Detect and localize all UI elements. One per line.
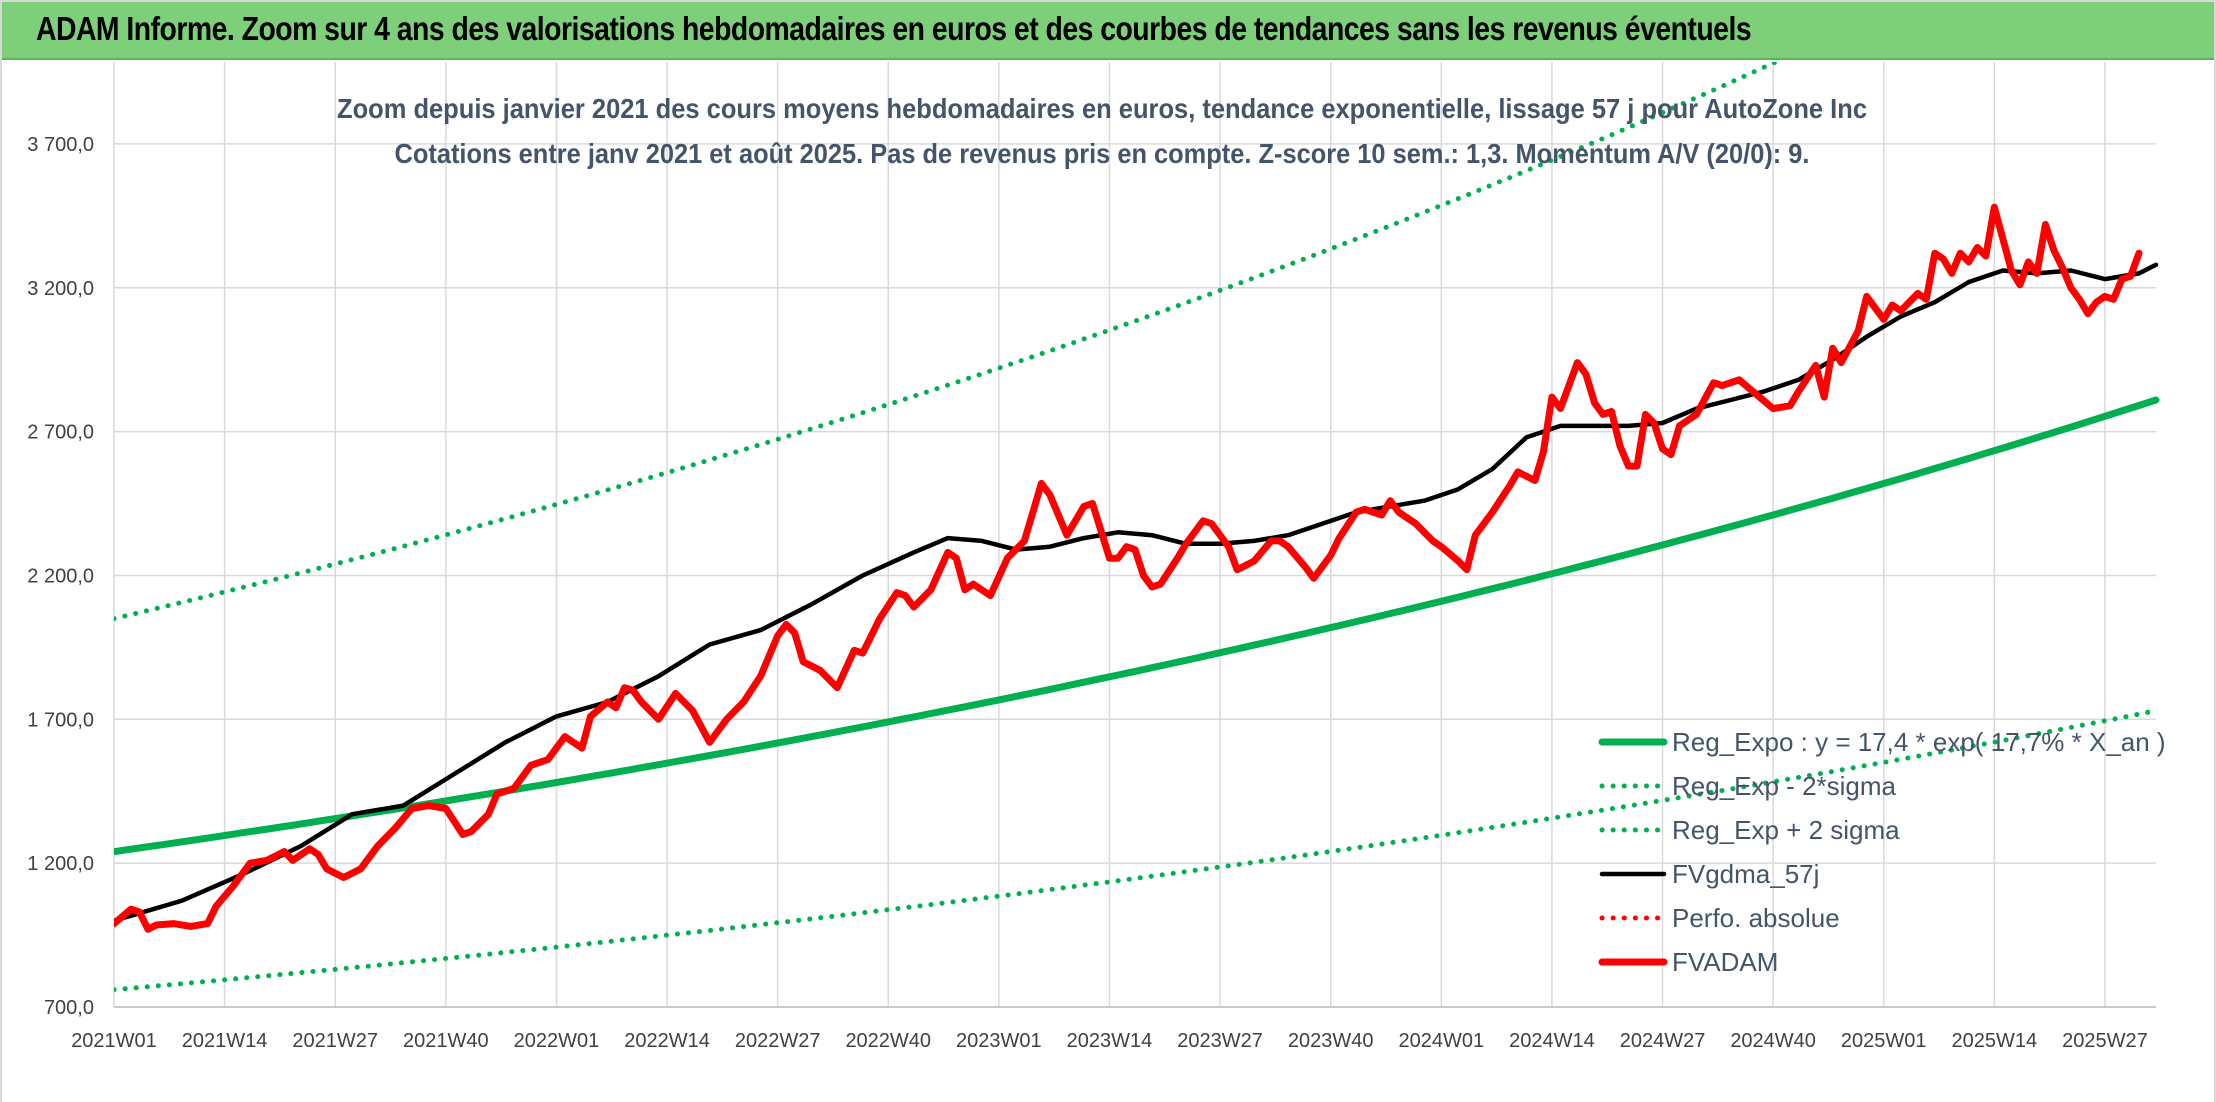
legend-label: Reg_Expo : y = 17,4 * exp( 17,7% * X_an … — [1672, 727, 2166, 757]
x-tick-label: 2022W40 — [845, 1030, 931, 1052]
legend-label: Reg_Exp - 2*sigma — [1672, 771, 1897, 801]
chart-title-line-1: Zoom depuis janvier 2021 des cours moyen… — [337, 93, 1867, 124]
x-tick-label: 2022W27 — [735, 1030, 821, 1052]
report-banner: ADAM Informe. Zoom sur 4 ans des valoris… — [2, 2, 2214, 60]
series-reg-expo-line — [114, 396, 2160, 856]
x-tick-label: 2025W27 — [2062, 1030, 2148, 1052]
chart-title-line-2: Cotations entre janv 2021 et août 2025. … — [395, 138, 1810, 169]
y-tick-label: 1 700,0 — [27, 709, 94, 731]
legend-label: FVADAM — [1672, 947, 1778, 977]
x-axis: 2021W01 2021W14 2021W27 2021W40 2022W01 2022W… — [71, 1006, 2156, 1052]
x-tick-label: 2025W01 — [1841, 1030, 1927, 1052]
y-tick-label: 700,0 — [44, 997, 94, 1019]
x-tick-label: 2023W40 — [1288, 1030, 1374, 1052]
x-tick-label: 2022W01 — [514, 1030, 600, 1052]
x-tick-label: 2023W14 — [1067, 1030, 1153, 1052]
legend-label: Reg_Exp + 2 sigma — [1672, 815, 1900, 845]
x-tick-label: 2021W01 — [71, 1030, 157, 1052]
x-tick-label: 2025W14 — [1952, 1030, 2038, 1052]
series-layer — [114, 62, 2160, 993]
y-tick-label: 3 200,0 — [27, 278, 94, 300]
series-reg-exp-minus-2sigma-line — [114, 708, 2159, 993]
legend-label: Perfo. absolue — [1672, 903, 1840, 933]
y-tick-label: 3 700,0 — [27, 134, 94, 156]
series-fvadam-line — [114, 203, 2143, 933]
legend: Reg_Expo : y = 17,4 * exp( 17,7% * X_an … — [1598, 727, 2166, 977]
y-tick-label: 1 200,0 — [27, 853, 94, 875]
y-axis: 700,0 1 200,0 1 700,0 2 200,0 2 700,0 3 200,0… — [27, 134, 94, 1019]
x-tick-label: 2021W40 — [403, 1030, 489, 1052]
x-tick-label: 2021W14 — [182, 1030, 268, 1052]
x-tick-label: 2022W14 — [624, 1030, 710, 1052]
x-tick-label: 2023W27 — [1177, 1030, 1263, 1052]
chart: 2021W01 2021W14 2021W27 2021W40 2022W01 2022W… — [2, 62, 2214, 1102]
y-tick-label: 2 200,0 — [27, 565, 94, 587]
x-tick-label: 2021W27 — [292, 1030, 378, 1052]
series-fvgdma-57j-line — [114, 262, 2159, 923]
y-tick-label: 2 700,0 — [27, 422, 94, 444]
chart-background — [2, 62, 2214, 1102]
chart-title: Zoom depuis janvier 2021 des cours moyen… — [337, 93, 1867, 169]
series-reg-exp-plus-2sigma-line — [114, 62, 1782, 622]
report-title: ADAM Informe. Zoom sur 4 ans des valoris… — [36, 10, 1752, 47]
x-tick-label: 2024W14 — [1509, 1030, 1595, 1052]
x-tick-label: 2024W27 — [1620, 1030, 1706, 1052]
x-tick-label: 2024W40 — [1730, 1030, 1816, 1052]
legend-label: FVgdma_57j — [1672, 859, 1819, 889]
x-tick-label: 2024W01 — [1398, 1030, 1484, 1052]
x-tick-label: 2023W01 — [956, 1030, 1042, 1052]
